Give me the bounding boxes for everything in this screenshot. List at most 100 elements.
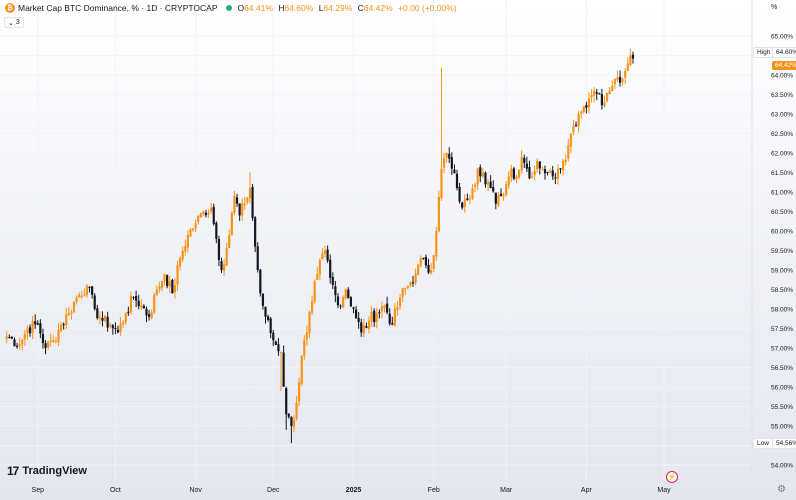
candle-body <box>453 169 456 174</box>
candle <box>168 276 171 294</box>
candle-body <box>207 212 210 215</box>
candle <box>515 174 518 184</box>
candle-body <box>458 186 461 202</box>
candle-body <box>147 314 151 317</box>
candle <box>577 111 580 133</box>
low-value-badge: 54.56% <box>772 438 796 450</box>
candle <box>321 248 324 261</box>
candle-body <box>388 313 391 324</box>
candle-body <box>406 285 409 288</box>
y-tick-label: 54.00% <box>771 463 793 470</box>
y-tick-label: 58.00% <box>771 307 793 314</box>
candle-body <box>238 203 241 216</box>
candle-body <box>437 196 440 232</box>
candle-body <box>471 188 474 199</box>
candle <box>600 88 604 110</box>
candle <box>334 280 337 303</box>
candle <box>611 80 614 92</box>
candle-body <box>567 145 570 159</box>
candle <box>608 87 611 95</box>
gear-icon[interactable]: ⚙ <box>777 484 786 495</box>
candle-body <box>122 322 125 325</box>
candle-body <box>44 343 47 348</box>
candle-body <box>93 295 96 309</box>
candle <box>546 171 549 176</box>
candle <box>241 198 244 221</box>
candle <box>65 308 68 330</box>
candle <box>235 193 239 207</box>
low-label: L <box>318 3 324 13</box>
chart-title[interactable]: Market Cap BTC Dominance, % · 1D · CRYPT… <box>18 3 218 13</box>
candle <box>251 184 254 221</box>
candle <box>70 309 73 320</box>
candle-body <box>222 264 226 271</box>
candle-body <box>554 177 557 179</box>
candle <box>47 341 50 350</box>
candle-body <box>106 316 109 328</box>
tradingview-watermark[interactable]: 17 TradingView <box>7 464 87 478</box>
candle-body <box>186 234 189 248</box>
candle <box>378 309 381 319</box>
candle-body <box>590 94 593 98</box>
x-tick-label: Mar <box>500 487 513 494</box>
candle-body <box>538 161 541 169</box>
candle <box>292 415 296 433</box>
candle-body <box>386 303 389 313</box>
price-scale-unit[interactable]: % <box>771 4 778 11</box>
candle <box>587 91 591 114</box>
candle-body <box>595 92 598 94</box>
candle <box>481 168 484 179</box>
candle <box>103 315 107 323</box>
candle-body <box>59 324 63 332</box>
candle-body <box>310 301 314 313</box>
candle-body <box>202 211 205 214</box>
candle <box>455 169 459 191</box>
candle-body <box>440 168 443 198</box>
candle <box>373 308 376 327</box>
candle <box>124 312 127 325</box>
candle-body <box>41 333 45 344</box>
candle <box>484 171 487 188</box>
y-tick-label: 61.00% <box>771 190 793 197</box>
candle-body <box>445 153 448 158</box>
market-status-icon[interactable] <box>225 5 232 11</box>
candle-body <box>181 250 184 260</box>
candle-body <box>49 340 52 342</box>
candle <box>145 306 148 323</box>
candle <box>631 51 635 64</box>
candle <box>523 154 526 168</box>
candle <box>401 287 404 302</box>
candle-body <box>23 333 26 340</box>
indicators-collapse-button[interactable]: ⌄ 3 <box>4 17 24 28</box>
candle <box>44 340 47 355</box>
candle-body <box>274 341 277 345</box>
candle <box>41 328 45 349</box>
candle-body <box>127 311 130 313</box>
candle-body <box>354 309 358 319</box>
candle-body <box>62 324 65 326</box>
candle <box>106 311 109 332</box>
candle <box>432 254 435 272</box>
candle-body <box>600 94 604 106</box>
candle <box>204 209 208 218</box>
candle-body <box>551 170 554 177</box>
candle-body <box>26 328 29 334</box>
candle <box>538 160 541 175</box>
candle-body <box>153 294 156 313</box>
lightning-icon[interactable]: ⚡ <box>666 471 678 483</box>
candle-body <box>119 323 122 332</box>
candle <box>505 180 508 197</box>
candle <box>207 209 210 218</box>
candle <box>210 202 213 214</box>
candle <box>166 274 169 289</box>
candle <box>380 301 384 319</box>
candle <box>230 210 233 236</box>
candle-body <box>541 168 544 170</box>
candle-body <box>259 269 262 294</box>
candle-body <box>512 168 516 179</box>
candle <box>310 295 314 315</box>
candle-body <box>536 160 539 170</box>
candle-body <box>518 169 521 178</box>
candle <box>67 307 70 317</box>
